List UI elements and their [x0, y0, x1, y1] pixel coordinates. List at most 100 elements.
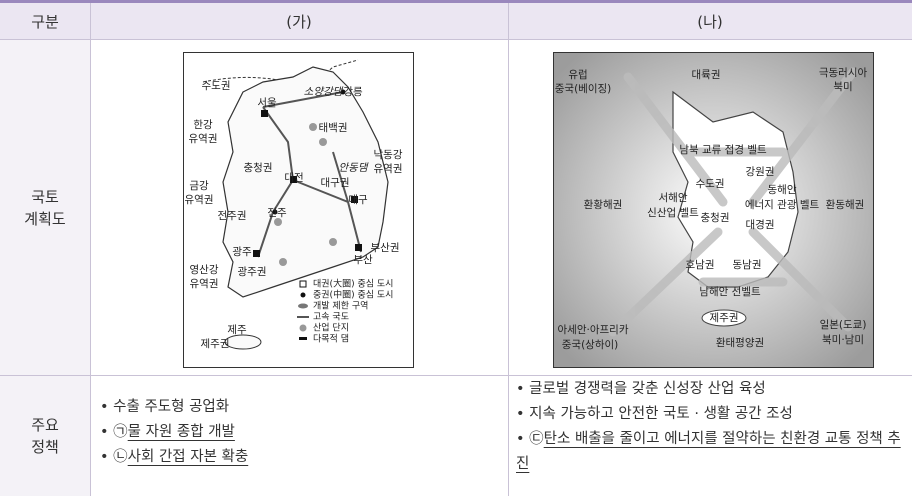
arrow: [623, 72, 728, 207]
bullet: •: [516, 406, 530, 422]
city: [340, 89, 346, 95]
bullet: •: [100, 399, 114, 415]
map-label: 일본(도쿄): [820, 318, 867, 331]
map-label: 환동해권: [826, 198, 865, 211]
map-label: 유역권: [189, 133, 218, 145]
legend-icon: [299, 280, 307, 288]
city: [272, 209, 278, 215]
policy-marker: ㉢: [529, 431, 544, 447]
header-cell: (나): [508, 3, 912, 39]
map-label: 강릉: [343, 86, 363, 98]
map-label: 대경권: [746, 218, 775, 231]
arrow: [748, 227, 853, 332]
jeju: [701, 309, 747, 327]
map-b: 대륙권 남북 교류 접경 벨트 수도권 강원권 환황해권 충청권 환동해권 대경…: [553, 52, 874, 368]
policy-item: • 수출 주도형 공업화: [100, 395, 248, 420]
city: [290, 176, 297, 183]
policy-text: 수출 주도형 공업화: [113, 399, 230, 415]
industrial: [274, 218, 282, 226]
policy-text: 글로벌 경쟁력을 갖춘 신성장 산업 육성: [529, 381, 766, 397]
rule: [90, 3, 91, 496]
map-label: 전주: [267, 207, 287, 219]
map-label: 유역권: [190, 278, 219, 290]
arrow: [608, 227, 723, 337]
map-label: 환태평양권: [716, 337, 764, 349]
map-label: 제주: [227, 324, 247, 336]
map-label: 아세안·아프리카: [558, 324, 629, 336]
map-label: 소양강댐: [304, 86, 344, 98]
industrial: [279, 258, 287, 266]
map-label: 전주권: [218, 210, 247, 222]
policy-item: • 지속 가능하고 안전한 국토 · 생활 공간 조성: [516, 402, 904, 427]
policy-text: 지속 가능하고 안전한 국토 · 생활 공간 조성: [529, 406, 793, 422]
legend-icon: [298, 303, 308, 309]
arrow: [748, 67, 858, 207]
map-label: 중국(베이징): [555, 83, 612, 95]
legend: 대권(大圈) 중심 도시 중권(中圈) 중심 도시 개발 제한 구역 고속 국도…: [297, 278, 393, 345]
bullet: •: [516, 431, 530, 447]
map-label: 태백권: [319, 122, 348, 134]
policy-text: 물 자원 종합 개발: [127, 424, 235, 440]
map-label: 유럽: [568, 68, 587, 81]
map-label: 에너지 관광 벨트: [745, 199, 820, 211]
policy-item: • ㉡사회 간접 자본 확충: [100, 445, 248, 470]
map-label: 중국(상하이): [562, 338, 619, 351]
policy-text: 탄소 배출을 줄이고 에너지를 절약하는 친환경 교통 정책 추진: [516, 431, 901, 472]
legend-icon: [300, 292, 306, 298]
industrial: [309, 123, 317, 131]
policy-item: • 글로벌 경쟁력을 갖춘 신성장 산업 육성: [516, 377, 904, 402]
map-label: 제주권: [201, 338, 230, 350]
map-label: 부산: [353, 254, 373, 266]
map-label: 유역권: [185, 194, 214, 206]
map-label: 충청권: [701, 212, 730, 224]
map-label: 환황해권: [584, 198, 623, 211]
industrial: [329, 238, 337, 246]
map-label: 낙동강: [374, 149, 403, 161]
map-label: 광주권: [238, 266, 267, 278]
top-rule: [0, 0, 912, 3]
policy-list: • 수출 주도형 공업화 • ㉠물 자원 종합 개발 • ㉡사회 간접 자본 확충: [100, 395, 248, 470]
map-label: 광주: [232, 246, 252, 258]
legend-label: 개발 제한 구역: [313, 301, 368, 312]
row-label: 주요 정책: [0, 376, 90, 496]
map-label: 제주권: [710, 312, 739, 324]
rule: [0, 375, 912, 376]
industrial: [319, 138, 327, 146]
map-a: 수도권 서울 소양강댐 강릉 태백권 충청권 대전 안동댐 대구권 대구 전주권…: [183, 52, 414, 368]
map-label: 유역권: [374, 163, 403, 175]
map-label: 영산강: [190, 264, 219, 276]
row-label-line: 국토: [31, 187, 59, 206]
arrow: [688, 147, 788, 287]
map-label: 강원권: [746, 166, 775, 178]
map-label: 북미·남미: [822, 334, 864, 346]
bullet: •: [100, 449, 114, 465]
city: [351, 196, 358, 203]
legend-label: 고속 국도: [313, 312, 349, 323]
map-label: 서해안: [659, 191, 688, 204]
map-label: 한강: [193, 119, 213, 131]
jeju: [224, 334, 262, 350]
legend-label: 중권(中圈) 중심 도시: [313, 289, 393, 301]
bullet: •: [516, 381, 530, 397]
policy-list: • 글로벌 경쟁력을 갖춘 신성장 산업 육성 • 지속 가능하고 안전한 국토 …: [516, 377, 904, 477]
map-label: 동남권: [733, 259, 762, 271]
legend-label: 다목적 댐: [313, 333, 349, 345]
policy-marker: ㉠: [113, 424, 128, 440]
bullet: •: [100, 424, 114, 440]
legend-label: 산업 단지: [313, 323, 349, 334]
map-label: 안동댐: [339, 162, 369, 174]
city: [355, 244, 362, 251]
map-label: 극동러시아: [819, 67, 868, 79]
policy-marker: ㉡: [113, 449, 128, 465]
map-label: 대구: [348, 194, 368, 206]
map-label: 수도권: [202, 80, 231, 92]
map-label: 대구권: [321, 177, 350, 189]
map-label: 동해안: [768, 183, 797, 196]
map-label: 북미: [833, 81, 852, 93]
row-label-line: 정책: [31, 438, 59, 456]
arrows: [608, 67, 858, 337]
map-label: 남북 교류 접경 벨트: [679, 143, 767, 156]
map-label: 부산권: [371, 242, 400, 254]
row-label-line: 계획도: [24, 209, 66, 228]
